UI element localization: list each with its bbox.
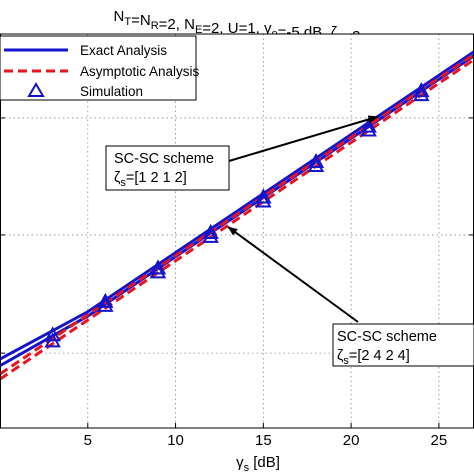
legend-label-exact: Exact Analysis bbox=[80, 43, 167, 58]
series-marker-5 bbox=[44, 85, 430, 348]
simulation-marker bbox=[360, 121, 377, 137]
asymptotic-line bbox=[0, 53, 474, 376]
x-tick-label-10: 10 bbox=[167, 432, 184, 449]
annotations: SC-SC scheme ζs=[1 2 1 2] SC-SC scheme ζ… bbox=[105, 115, 474, 367]
annotation-box-1 bbox=[105, 145, 230, 191]
annotation-1-line1: SC-SC scheme bbox=[114, 151, 214, 167]
annotation-box-2 bbox=[332, 323, 474, 367]
annotation-1-line2: ζs=[1 2 1 2] bbox=[114, 170, 187, 189]
asymptotic-line bbox=[0, 58, 474, 381]
x-tick-label-5: 5 bbox=[84, 432, 92, 449]
x-axis-ticks: 5 10 15 20 25 bbox=[0, 117, 474, 449]
x-axis-label: γs [dB] bbox=[236, 454, 280, 474]
simulation-marker bbox=[97, 296, 114, 312]
simulation-marker bbox=[413, 85, 430, 102]
simulation-marker bbox=[44, 332, 61, 348]
legend: Exact Analysis Asymptotic Analysis Simul… bbox=[0, 35, 200, 101]
annotation-2-arrow bbox=[227, 226, 359, 323]
simulation-marker bbox=[413, 82, 430, 98]
simulation-marker bbox=[44, 326, 61, 342]
x-tick-label-20: 20 bbox=[343, 432, 360, 449]
simulation-marker bbox=[97, 292, 114, 308]
x-tick-label-25: 25 bbox=[431, 432, 448, 449]
simulation-marker bbox=[149, 263, 167, 279]
simulation-marker bbox=[255, 192, 272, 208]
simulation-marker bbox=[149, 259, 167, 275]
simulation-marker bbox=[360, 117, 377, 133]
annotation-scheme-2: SC-SC scheme ζs=[2 4 2 4] bbox=[227, 226, 474, 367]
legend-label-simulation: Simulation bbox=[80, 84, 143, 99]
series-marker-4 bbox=[44, 82, 430, 342]
simulation-marker bbox=[307, 156, 325, 172]
annotation-1-arrow bbox=[228, 115, 379, 162]
annotation-scheme-1: SC-SC scheme ζs=[1 2 1 2] bbox=[105, 115, 379, 191]
legend-label-asymptotic: Asymptotic Analysis bbox=[80, 64, 200, 79]
series-dashed-3 bbox=[0, 58, 474, 381]
legend-marker-simulation bbox=[27, 82, 45, 97]
x-tick-label-15: 15 bbox=[255, 432, 272, 449]
annotation-2-line2: ζs=[2 4 2 4] bbox=[337, 348, 410, 367]
simulation-marker bbox=[255, 188, 272, 204]
annotation-2-line1: SC-SC scheme bbox=[337, 329, 437, 345]
simulation-marker bbox=[202, 223, 219, 239]
series-dashed-2 bbox=[0, 53, 474, 376]
simulation-marker bbox=[307, 152, 325, 169]
simulation-marker bbox=[202, 227, 219, 243]
series-layer bbox=[0, 50, 474, 381]
